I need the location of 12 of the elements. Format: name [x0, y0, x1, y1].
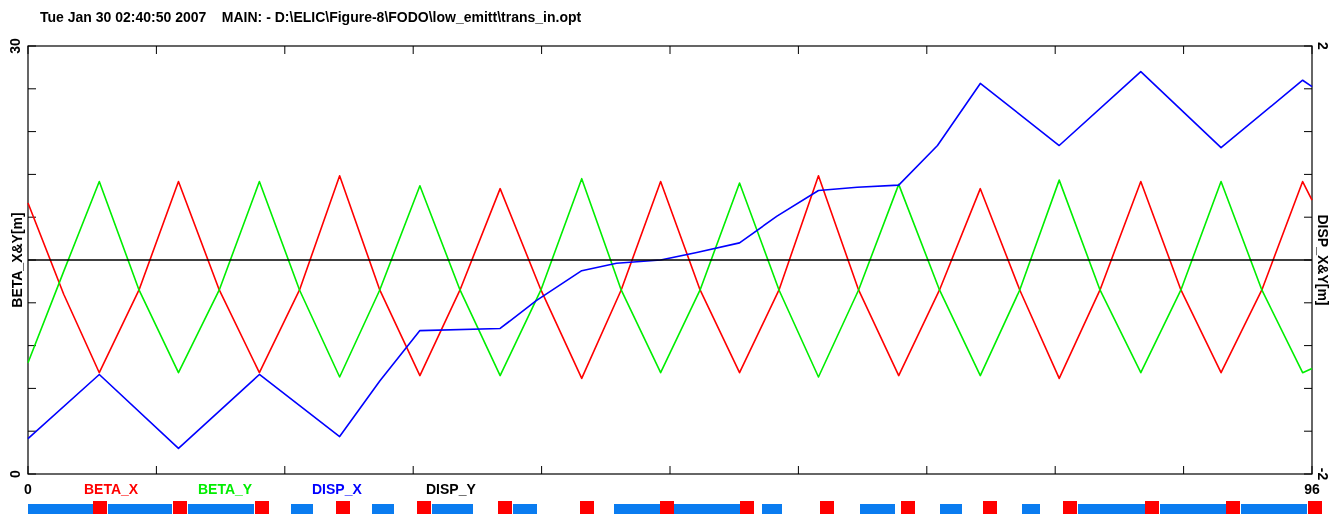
line-series — [27, 70, 1313, 450]
text: BETA_X — [84, 481, 139, 497]
text: DISP_X — [312, 481, 363, 497]
x-tick-label: 96 — [1304, 481, 1320, 497]
y2-tick-label: 2 — [1315, 42, 1331, 51]
text: BETA_Y — [198, 481, 253, 497]
chart-title: Tue Jan 30 02:40:50 2007 MAIN: - D:\ELIC\Figure-8\FODO\low_emitt\trans_in.opt — [40, 9, 582, 25]
y-axis-title: BETA_X&Y[m] — [9, 212, 25, 308]
y2-axis-title: DISP_X&Y[m] — [1315, 214, 1331, 306]
y2-tick-label: -2 — [1315, 467, 1331, 481]
y-tick-label: 30 — [7, 38, 23, 54]
legend-label: DISP_Y — [426, 481, 477, 497]
